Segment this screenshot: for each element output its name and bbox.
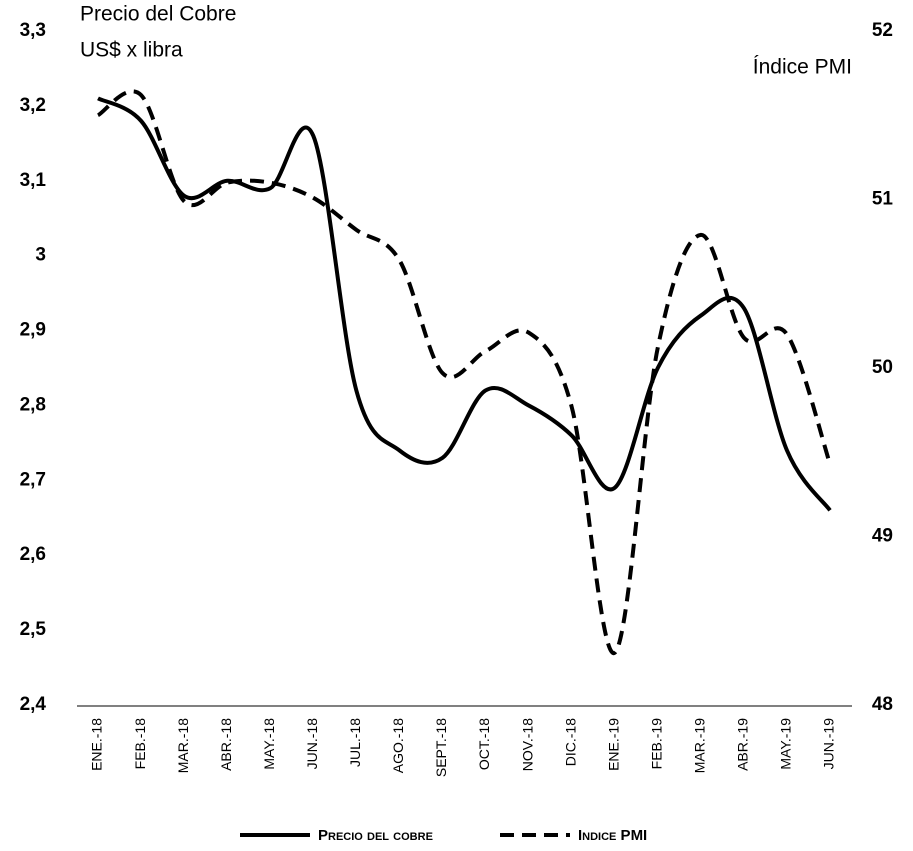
x-tick-label: SEPT.-18 xyxy=(433,718,449,777)
x-tick-label: NOV.-18 xyxy=(519,718,535,771)
x-tick-label: FEB.-18 xyxy=(132,718,148,770)
x-tick-label: MAY.-19 xyxy=(778,718,794,770)
y2-tick-label: 52 xyxy=(872,20,893,41)
x-tick-label: OCT.-18 xyxy=(476,718,492,770)
y-tick-label: 3 xyxy=(35,245,46,266)
x-tick-label: ENE.-18 xyxy=(89,718,105,771)
y2-tick-label: 51 xyxy=(872,189,894,210)
x-tick-label: JUN.-19 xyxy=(821,718,837,770)
y-tick-label: 2,6 xyxy=(20,544,46,565)
x-tick-label: ABR.-18 xyxy=(218,718,234,771)
legend-label: Precio del cobre xyxy=(318,827,433,844)
x-tick-label: AGO.-18 xyxy=(390,718,406,773)
y2-tick-label: 49 xyxy=(872,526,893,547)
legend-label: Indice PMI xyxy=(578,827,647,844)
y-tick-label: 2,7 xyxy=(20,469,46,490)
x-tick-label: FEB.-19 xyxy=(648,718,664,770)
y-tick-label: 2,5 xyxy=(20,619,47,640)
x-tick-label: JUN.-18 xyxy=(304,718,320,770)
x-tick-label: ABR.-19 xyxy=(735,718,751,771)
y-tick-label: 3,1 xyxy=(20,170,47,191)
x-tick-label: MAR.-19 xyxy=(692,718,708,773)
y2-tick-label: 50 xyxy=(872,357,893,378)
x-tick-label: MAR.-18 xyxy=(175,718,191,773)
x-tick-label: JUL.-18 xyxy=(347,718,363,767)
y-tick-label: 3,3 xyxy=(20,20,46,41)
y-tick-label: 2,9 xyxy=(20,320,46,341)
y-tick-label: 3,2 xyxy=(20,95,46,116)
line-series xyxy=(97,96,832,512)
y-axis-title: Precio del Cobre xyxy=(80,3,236,26)
y-tick-label: 2,8 xyxy=(20,394,46,415)
y2-tick-label: 48 xyxy=(872,694,893,715)
y2-axis-title: Índice PMI xyxy=(753,56,852,79)
line-series xyxy=(96,89,832,655)
x-tick-label: ENE.-19 xyxy=(605,718,621,771)
y-tick-label: 2,4 xyxy=(20,694,47,715)
x-tick-label: DIC.-18 xyxy=(562,718,578,766)
y-axis-title: US$ x libra xyxy=(80,39,183,62)
x-tick-label: MAY.-18 xyxy=(261,718,277,770)
